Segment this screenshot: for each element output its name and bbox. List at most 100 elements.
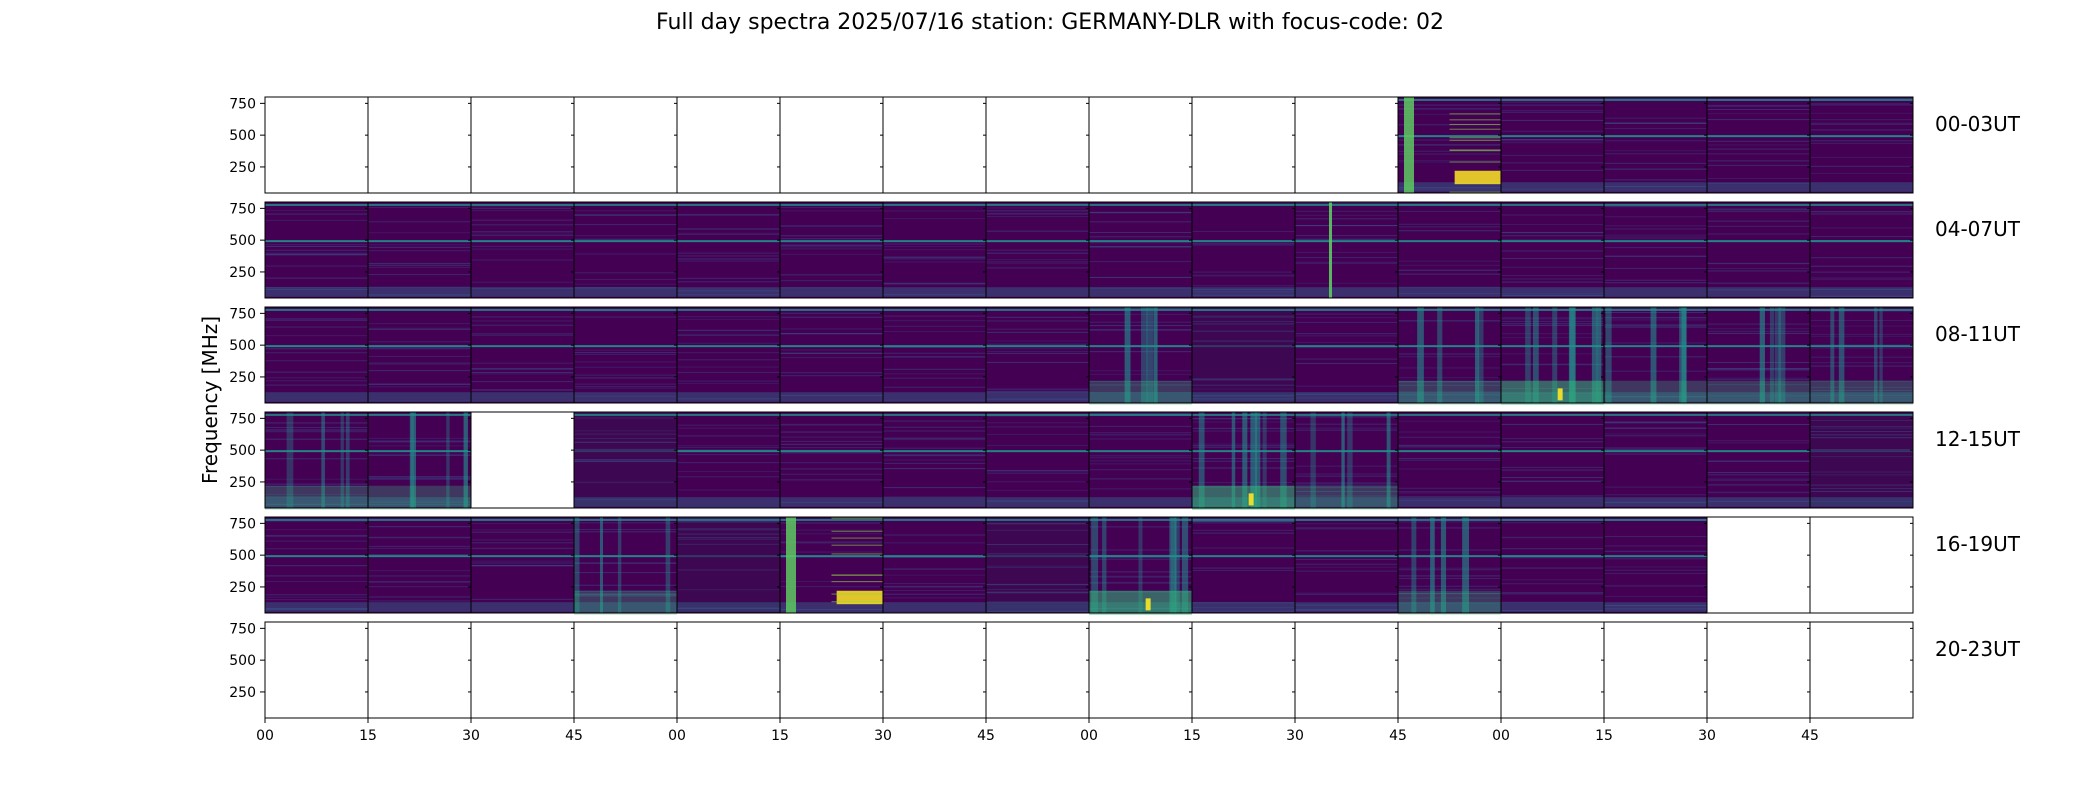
noise-line (265, 565, 368, 567)
noise-line (1192, 323, 1295, 325)
noise-line (471, 287, 574, 289)
spectra-row (264, 201, 1914, 299)
noise-line (1089, 370, 1192, 372)
spectrogram-panel (1191, 621, 1296, 719)
noise-line (1604, 255, 1707, 257)
noise-line (986, 209, 1089, 211)
spectrogram-panel (1706, 621, 1811, 719)
noise-line (1501, 567, 1604, 569)
panel-background (265, 202, 368, 298)
noise-line (986, 470, 1089, 472)
y-tick-label: 250 (229, 580, 256, 596)
noise-line (1501, 169, 1604, 171)
noise-line (1707, 148, 1810, 150)
panel-blank (1192, 622, 1295, 718)
panel-background (368, 202, 471, 298)
noise-line (986, 213, 1089, 215)
noise-line (883, 399, 986, 401)
y-tick-label: 500 (229, 128, 256, 144)
spectrogram-panel (1706, 201, 1811, 299)
noise-line (1810, 123, 1913, 125)
burst-stripe (1838, 307, 1845, 403)
noise-line (1398, 468, 1501, 470)
noise-line (677, 521, 780, 523)
noise-line (265, 422, 368, 424)
noise-line (368, 250, 471, 252)
noise-line (1810, 426, 1913, 428)
noise-line (677, 234, 780, 236)
band-780 (1501, 203, 1604, 206)
noise-line (471, 231, 574, 233)
noise-line (1604, 453, 1707, 455)
burst-stripe (1568, 307, 1575, 403)
noise-line (1810, 257, 1913, 259)
panel-frame (1809, 516, 1914, 614)
band-low (574, 287, 677, 297)
noise-line (1449, 123, 1501, 125)
noise-line (1604, 236, 1707, 238)
noise-line (1810, 488, 1913, 490)
noise-line (1449, 191, 1501, 193)
band-780 (1707, 413, 1810, 416)
noise-line (368, 596, 471, 598)
noise-line (883, 330, 986, 332)
noise-line (1810, 431, 1913, 433)
band-low (1398, 602, 1501, 612)
burst-stripe (1417, 307, 1424, 403)
noise-line (780, 316, 883, 318)
x-tick-label: 00 (256, 728, 274, 744)
panel-background (1398, 517, 1501, 613)
noise-line (1295, 362, 1398, 364)
spectrogram-panel (573, 306, 678, 404)
noise-line (265, 371, 368, 373)
band-500 (1089, 555, 1192, 558)
spectrogram-panel (882, 201, 987, 299)
noise-line (1501, 466, 1604, 468)
noise-line (1295, 484, 1398, 486)
noise-line (1707, 395, 1810, 397)
noise-line (1398, 223, 1501, 225)
burst-stripe (1328, 202, 1332, 298)
noise-line (1810, 471, 1913, 473)
panel-background (883, 202, 986, 298)
noise-line (265, 575, 368, 577)
spectrogram-panel (470, 201, 575, 299)
band-780 (677, 308, 780, 311)
noise-line (1501, 536, 1604, 538)
panel-blank (780, 97, 883, 193)
noise-line (368, 476, 471, 478)
band-low (986, 287, 1089, 297)
noise-line (1089, 308, 1192, 310)
noise-line (1398, 381, 1501, 383)
noise-line (1501, 364, 1604, 366)
burst-stripe (1386, 412, 1391, 508)
noise-line (1604, 228, 1707, 230)
noise-line (368, 478, 471, 480)
noise-line (1707, 289, 1810, 291)
noise-line (677, 318, 780, 320)
noise-line (1398, 264, 1501, 266)
spectrogram-panel (882, 621, 987, 719)
noise-line (1501, 320, 1604, 322)
noise-line (368, 581, 471, 583)
noise-line (1604, 179, 1707, 181)
noise-line (986, 591, 1089, 593)
noise-line (574, 593, 677, 595)
noise-line (883, 282, 986, 284)
noise-line (1604, 150, 1707, 152)
spectrogram-panel (676, 96, 781, 194)
noise-line (1604, 566, 1707, 568)
panel-background (677, 412, 780, 508)
noise-line (986, 203, 1089, 205)
noise-line (780, 394, 883, 396)
noise-line (265, 429, 368, 431)
noise-line (1810, 236, 1913, 238)
spectrogram-panel (985, 306, 1090, 404)
noise-line (265, 348, 368, 350)
noise-line (1810, 434, 1913, 436)
noise-line (883, 243, 986, 245)
band-low (368, 602, 471, 612)
noise-line (265, 548, 368, 550)
band-low (1604, 602, 1707, 612)
noise-line (574, 349, 677, 351)
